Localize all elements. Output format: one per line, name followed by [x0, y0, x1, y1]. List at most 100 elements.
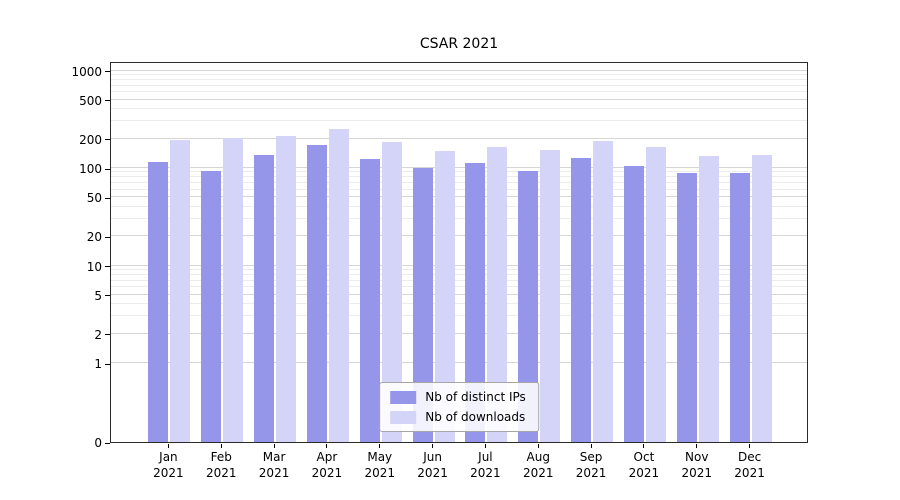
y-tick-mark [105, 71, 110, 72]
y-tick-label: 2 [94, 327, 102, 342]
gridline-minor [111, 273, 807, 275]
bars [111, 63, 807, 442]
gridline-minor [111, 171, 807, 173]
gridline-major [111, 264, 807, 266]
gridline-minor [111, 303, 807, 305]
gridline-major [111, 362, 807, 363]
y-tick-mark [105, 442, 110, 444]
y-tick-label: 0 [94, 436, 102, 450]
x-tick-mark [590, 444, 592, 448]
gridline-minor [111, 120, 807, 122]
bar-downloads [540, 150, 561, 442]
x-tick-label: Aug 2021 [522, 450, 554, 480]
bar-downloads [276, 135, 297, 442]
bar-downloads [487, 146, 508, 442]
x-tick-mark [326, 444, 328, 448]
y-tick-mark [105, 334, 110, 336]
bar-downloads [645, 147, 666, 442]
y-tick-mark [105, 139, 110, 141]
gridline-major [111, 332, 807, 334]
bar-downloads [698, 155, 719, 442]
x-tick-label: Feb 2021 [205, 450, 237, 480]
x-tick-label: Dec 2021 [734, 450, 765, 480]
y-tick-label: 50 [86, 191, 102, 206]
y-tick-label: 1 [94, 357, 102, 371]
gridline-minor [111, 73, 807, 75]
gridline-major [111, 137, 807, 139]
bar-downloads [223, 138, 244, 442]
x-tick-label: Jan 2021 [153, 450, 184, 480]
gridline-major [111, 167, 807, 168]
y-tick-mark [105, 100, 110, 102]
x-tick-mark [167, 444, 169, 448]
x-tick-label: Apr 2021 [311, 450, 343, 480]
legend-item-downloads: Nb of downloads [390, 410, 526, 424]
bar-distinct-ips [465, 162, 486, 442]
bar-distinct-ips [518, 171, 539, 442]
x-tick-label: Jul 2021 [470, 450, 501, 480]
y-tick-mark [105, 295, 110, 297]
gridline-minor [111, 279, 807, 281]
bar-distinct-ips [571, 157, 592, 442]
bar-distinct-ips [148, 162, 169, 442]
y-tick-label: 500 [79, 93, 102, 108]
x-tick-label: Mar 2021 [258, 450, 290, 480]
x-tick-mark [432, 444, 434, 448]
gridline-minor [111, 91, 807, 93]
bar-downloads [751, 154, 772, 442]
legend-label-downloads: Nb of downloads [425, 410, 526, 424]
y-tick-label: 20 [86, 230, 102, 245]
bar-downloads [593, 141, 614, 442]
x-tick-mark [537, 444, 539, 448]
y-tick-mark [105, 363, 110, 365]
x-tick-mark [484, 444, 486, 448]
bar-distinct-ips [623, 166, 644, 442]
gridlines [111, 63, 807, 442]
bar-distinct-ips [412, 167, 433, 442]
plot-area: Nb of distinct IPs Nb of downloads [110, 62, 808, 443]
y-tick-mark [105, 197, 110, 199]
legend-item-distinct-ips: Nb of distinct IPs [390, 390, 526, 404]
y-tick-label: 100 [79, 162, 102, 176]
legend-swatch-downloads [390, 410, 417, 424]
gridline-minor [111, 108, 807, 110]
x-tick-label: Jun 2021 [417, 450, 448, 480]
legend-label-distinct-ips: Nb of distinct IPs [425, 390, 526, 404]
x-tick-mark [379, 444, 381, 448]
bar-distinct-ips [729, 172, 750, 442]
gridline-minor [111, 205, 807, 207]
x-tick-label: Oct 2021 [628, 450, 660, 480]
bar-distinct-ips [676, 172, 697, 442]
y-tick-label: 200 [79, 132, 102, 147]
gridline-major [111, 235, 807, 237]
gridline-major [111, 98, 807, 100]
chart-title: CSAR 2021 [419, 36, 499, 52]
bar-downloads [170, 139, 191, 442]
bar-downloads [434, 150, 455, 442]
x-tick-mark [749, 444, 751, 448]
y-tick-label: 10 [86, 259, 102, 274]
gridline-minor [111, 176, 807, 178]
legend: Nb of distinct IPs Nb of downloads [379, 382, 539, 432]
y-tick-label: 5 [94, 288, 102, 303]
bar-distinct-ips [359, 158, 380, 442]
y-tick-mark [105, 266, 110, 267]
gridline-minor [111, 84, 807, 86]
gridline-major [111, 69, 807, 71]
legend-swatch-distinct-ips [390, 390, 417, 404]
gridline-minor [111, 78, 807, 80]
bar-downloads [381, 141, 402, 442]
x-tick-mark [643, 444, 645, 448]
x-tick-label: May 2021 [364, 450, 396, 480]
y-tick-mark [105, 236, 110, 238]
bar-distinct-ips [306, 145, 327, 442]
bar-distinct-ips [254, 155, 275, 442]
x-tick-label: Nov 2021 [681, 450, 713, 480]
x-tick-mark [696, 444, 698, 448]
gridline-minor [111, 268, 807, 270]
gridline-minor [111, 182, 807, 184]
gridline-minor [111, 315, 807, 317]
x-tick-label: Sep 2021 [575, 450, 607, 480]
bar-distinct-ips [201, 171, 222, 442]
